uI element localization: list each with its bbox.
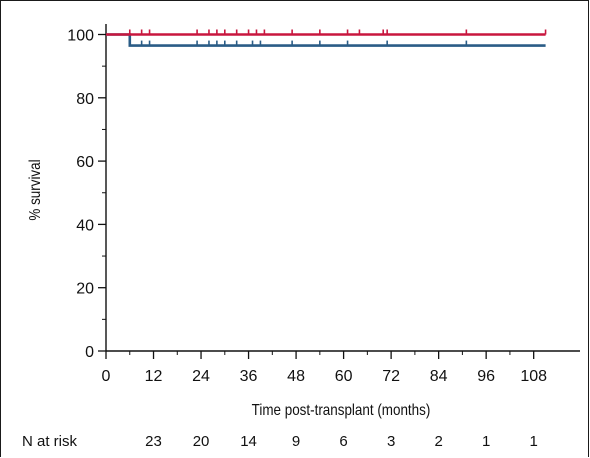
series-1: [106, 29, 547, 36]
x-tick-label: 0: [102, 368, 111, 385]
risk-table: 23 20 14 9 6 3 2 1 1: [145, 433, 538, 450]
x-tick-label: 84: [430, 368, 448, 385]
y-tick-label: 100: [67, 28, 94, 45]
x-tick-label: 24: [192, 368, 210, 385]
x-tick-label: 72: [382, 368, 400, 385]
y-ticks: 0 20 40 60 80 100: [67, 28, 106, 361]
x-axis-title: Time post-transplant (months): [252, 402, 431, 419]
x-tick-label: 108: [520, 368, 547, 385]
y-tick-label: 20: [76, 281, 94, 298]
y-tick-label: 0: [85, 344, 94, 361]
risk-count: 1: [482, 433, 490, 450]
risk-count: 23: [145, 433, 162, 450]
risk-count: 3: [387, 433, 395, 450]
x-ticks: 0 12 24 36 48 60 72 84 96 108: [102, 351, 547, 385]
risk-table-label: N at risk: [22, 433, 78, 450]
risk-count: 1: [530, 433, 538, 450]
y-axis-title: % survival: [27, 159, 44, 220]
risk-count: 9: [292, 433, 300, 450]
x-tick-label: 60: [335, 368, 353, 385]
y-tick-label: 60: [76, 154, 94, 171]
risk-count: 2: [434, 433, 442, 450]
series-group: [106, 29, 547, 47]
survival-curve: [106, 33, 546, 47]
series-2: [106, 33, 546, 47]
y-tick-label: 40: [76, 217, 94, 234]
y-tick-label: 80: [76, 91, 94, 108]
x-tick-label: 96: [477, 368, 495, 385]
risk-count: 20: [193, 433, 210, 450]
x-tick-label: 36: [240, 368, 258, 385]
risk-count: 14: [240, 433, 257, 450]
x-tick-label: 48: [287, 368, 305, 385]
risk-count: 6: [339, 433, 347, 450]
x-tick-label: 12: [145, 368, 163, 385]
